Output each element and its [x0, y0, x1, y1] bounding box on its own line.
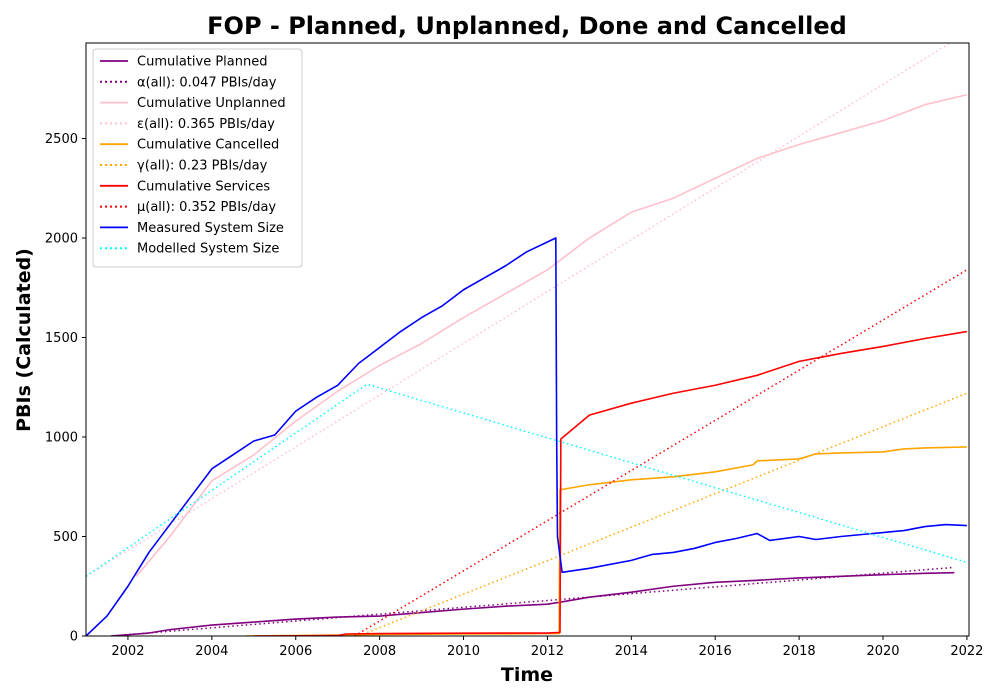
y-tick-label: 2500: [45, 132, 78, 147]
plot-frame: [85, 42, 970, 637]
legend: Cumulative Planned α(all): 0.047 PBIs/day…: [92, 48, 303, 268]
series-line-6-all-0-23-pbis-day: [358, 392, 968, 636]
series-layer: [86, 43, 968, 636]
y-tick-label: 500: [53, 530, 78, 545]
x-tick-label: 2022: [950, 644, 983, 659]
x-tick-label: 2006: [279, 644, 312, 659]
legend-label-8: μ(all): 0.352 PBIs/day: [137, 200, 276, 215]
legend-label-7: Cumulative Services: [137, 179, 270, 194]
x-tick-label: 2018: [783, 644, 816, 659]
y-tick-label: 0: [70, 630, 78, 645]
series-line-4-all-0-365-pbis-day: [86, 43, 951, 577]
legend-label-4: ε(all): 0.365 PBIs/day: [137, 117, 275, 132]
y-tick-label: 1000: [45, 431, 78, 446]
legend-label-10: Modelled System Size: [137, 242, 279, 257]
x-tick-label: 2004: [195, 644, 228, 659]
series-line-9-measured-system-size: [86, 237, 967, 636]
legend-label-6: γ(all): 0.23 PBIs/day: [137, 159, 268, 174]
x-tick-label: 2010: [447, 644, 480, 659]
x-axis: 2002 2004 2006 2008 2010 2012 2014 2016 2018 2020…: [111, 636, 983, 659]
series-line-8-all-0-352-pbis-day: [354, 269, 968, 636]
y-tick-label: 2000: [45, 232, 78, 247]
series-line-7-cumulative-services: [253, 330, 968, 636]
x-tick-label: 2020: [866, 644, 899, 659]
y-axis: 0 500 1000 1500 2000 2500: [45, 132, 86, 645]
series-line-10-modelled-system-size: [86, 383, 968, 577]
x-axis-label: Time: [501, 664, 553, 686]
legend-label-5: Cumulative Cancelled: [137, 138, 279, 153]
series-line-1-cumulative-planned: [111, 571, 955, 636]
legend-box: [92, 48, 303, 268]
legend-label-2: α(all): 0.047 PBIs/day: [137, 75, 277, 90]
series-line-3-cumulative-unplanned: [135, 93, 968, 577]
x-tick-label: 2002: [111, 644, 144, 659]
y-tick-label: 1500: [45, 331, 78, 346]
chart-title: FOP - Planned, Unplanned, Done and Cance…: [207, 12, 847, 40]
legend-label-1: Cumulative Planned: [137, 55, 267, 70]
x-tick-label: 2014: [615, 644, 648, 659]
x-tick-label: 2008: [363, 644, 396, 659]
x-tick-label: 2016: [699, 644, 732, 659]
legend-label-9: Measured System Size: [137, 221, 284, 236]
y-axis-label: PBIs (Calculated): [13, 248, 35, 432]
x-tick-label: 2012: [531, 644, 564, 659]
legend-label-3: Cumulative Unplanned: [137, 96, 286, 111]
series-line-2-all-0-047-pbis-day: [111, 566, 955, 636]
